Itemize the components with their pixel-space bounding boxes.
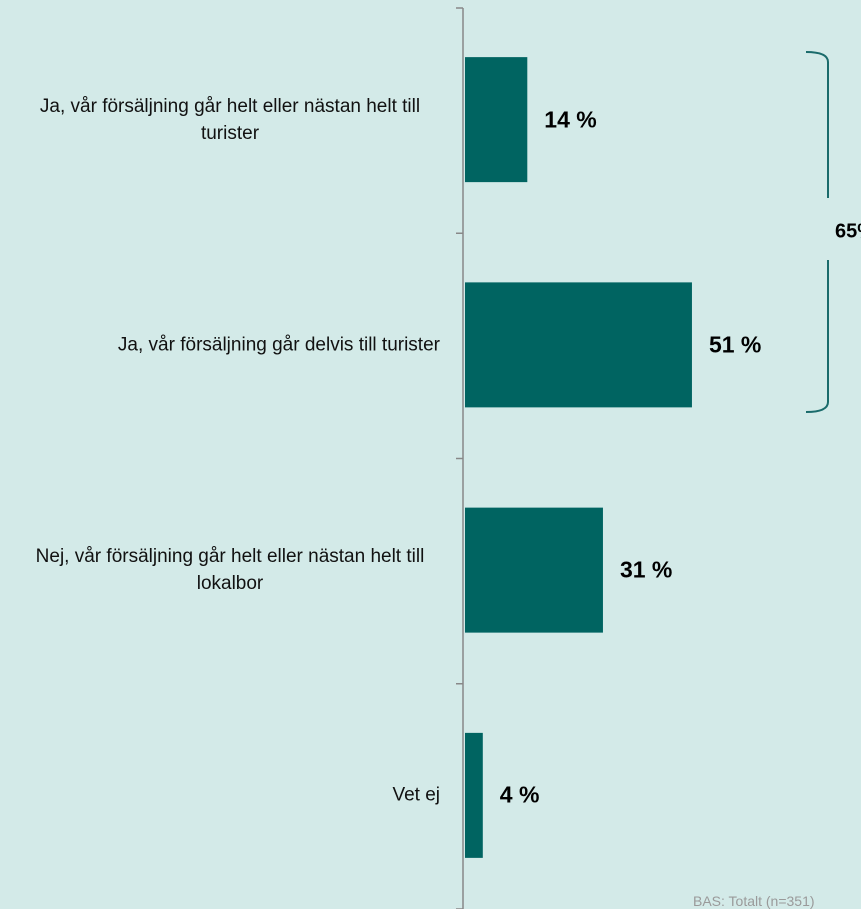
- category-label: Ja, vår försäljning går delvis till turi…: [0, 331, 440, 358]
- footnote: BAS: Totalt (n=351): [693, 893, 815, 909]
- bar: [465, 282, 692, 408]
- bar: [465, 732, 483, 858]
- category-text: Vet ej: [392, 784, 440, 806]
- category-text: Ja, vår försäljning går helt eller nästa…: [39, 95, 421, 144]
- value-label: 31 %: [619, 556, 673, 583]
- category-label: Ja, vår försäljning går helt eller nästa…: [0, 93, 440, 147]
- category-text: Ja, vår försäljning går delvis till turi…: [117, 334, 440, 356]
- category-label: Nej, vår försäljning går helt eller näst…: [0, 543, 440, 597]
- value-label: 4 %: [499, 781, 540, 808]
- category-text: Nej, vår försäljning går helt eller näst…: [35, 546, 425, 595]
- category-label: Vet ej: [0, 782, 440, 809]
- value-label: 51 %: [708, 331, 762, 358]
- value-label: 14 %: [544, 106, 597, 133]
- bar: [465, 57, 528, 183]
- bracket-label: 65%: [835, 220, 861, 243]
- bracket: [805, 51, 829, 413]
- bar: [465, 507, 603, 633]
